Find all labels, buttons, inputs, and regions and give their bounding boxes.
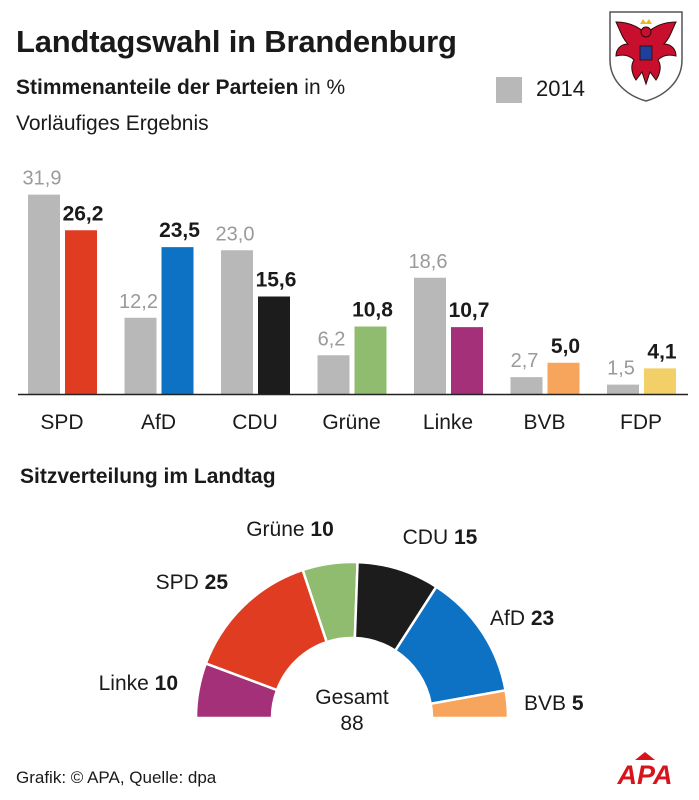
- value-label-2014: 6,2: [318, 328, 346, 350]
- bar-current: [65, 230, 97, 394]
- value-label-2014: 2,7: [511, 350, 539, 372]
- category-label: AfD: [141, 411, 176, 434]
- legend-label: 2014: [536, 76, 585, 101]
- seat-label: AfD 23: [490, 607, 554, 630]
- category-label: BVB: [523, 411, 565, 434]
- bar-2014: [221, 250, 253, 394]
- category-label: Grüne: [322, 411, 380, 434]
- seat-segment: [429, 688, 510, 720]
- apa-logo-icon: APA: [616, 752, 673, 786]
- chart-note: Vorläufiges Ergebnis: [16, 112, 209, 135]
- footer-source: Grafik: © APA, Quelle: dpa: [16, 768, 217, 787]
- total-label: Gesamt: [315, 686, 389, 709]
- value-label-current: 15,6: [256, 269, 297, 292]
- category-label: SPD: [40, 411, 83, 434]
- bar-2014: [317, 355, 350, 394]
- bar-2014: [607, 384, 639, 394]
- value-label-current: 4,1: [647, 340, 677, 363]
- value-label-2014: 12,2: [119, 291, 158, 313]
- bar-current: [258, 296, 290, 394]
- subtitle-bold: Stimmenanteile der Parteien: [16, 76, 299, 99]
- bar-current: [161, 247, 194, 394]
- seat-label: CDU 15: [403, 526, 478, 549]
- value-label-2014: 1,5: [607, 358, 635, 380]
- value-label-2014: 31,9: [23, 168, 62, 190]
- brandenburg-coat-of-arms-icon: [609, 11, 683, 102]
- bar-current: [644, 368, 676, 394]
- legend-swatch: [496, 77, 522, 103]
- value-label-current: 5,0: [551, 335, 580, 358]
- seat-label: SPD 25: [156, 571, 229, 594]
- subtitle-unit: in %: [298, 76, 346, 99]
- vote-share-bar-chart: 31,926,2 SPD 12,2 23,5 AfD 23,0 15,6 CDU 6,2 10,8…: [18, 168, 688, 434]
- bar-2014: [28, 194, 60, 394]
- category-label: CDU: [232, 411, 278, 434]
- value-label-2014: 18,6: [409, 251, 448, 273]
- value-label-current: 10,8: [352, 299, 393, 322]
- bar-current: [354, 326, 387, 394]
- bar-current: [547, 362, 580, 394]
- category-label: Linke: [423, 411, 473, 434]
- seats-title: Sitzverteilung im Landtag: [20, 465, 276, 488]
- value-label-current: 26,2: [63, 202, 104, 225]
- chart-subtitle: Stimmenanteile der Parteien in %: [16, 76, 345, 100]
- svg-text:APA: APA: [616, 760, 672, 786]
- seat-label: Linke 10: [99, 672, 178, 695]
- bar-2014: [510, 377, 543, 394]
- seat-label: Grüne 10: [246, 518, 334, 541]
- bar-2014: [124, 317, 157, 394]
- seat-distribution-chart: Linke 10 SPD 25 Grüne 10 CDU 15 AfD 23 BVB 5 G…: [99, 518, 584, 735]
- chart-title: Landtagswahl in Brandenburg: [16, 24, 457, 59]
- seat-label: BVB 5: [524, 692, 584, 715]
- total-value: 88: [340, 712, 363, 735]
- value-label-current: 10,7: [449, 299, 490, 322]
- bar-current: [451, 327, 483, 394]
- category-label: FDP: [620, 411, 662, 434]
- value-label-2014: 23,0: [216, 223, 255, 245]
- bar-2014: [414, 277, 446, 394]
- value-label-current: 23,5: [159, 219, 200, 242]
